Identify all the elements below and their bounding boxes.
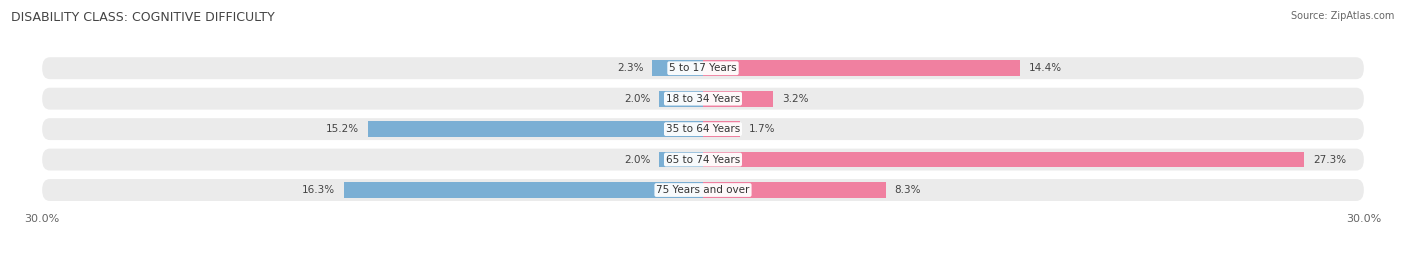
FancyBboxPatch shape [42,179,1364,201]
Text: 5 to 17 Years: 5 to 17 Years [669,63,737,73]
Bar [659,152,703,168]
Text: 14.4%: 14.4% [1029,63,1062,73]
Text: 3.2%: 3.2% [782,94,808,104]
FancyBboxPatch shape [42,88,1364,110]
Bar [703,152,1305,168]
Text: 65 to 74 Years: 65 to 74 Years [666,155,740,165]
Bar [703,91,773,107]
FancyBboxPatch shape [42,57,1364,79]
Text: 8.3%: 8.3% [894,185,921,195]
Bar [703,121,741,137]
Text: 35 to 64 Years: 35 to 64 Years [666,124,740,134]
Text: 18 to 34 Years: 18 to 34 Years [666,94,740,104]
Text: 2.0%: 2.0% [624,94,650,104]
FancyBboxPatch shape [42,148,1364,171]
Bar [344,182,703,198]
Bar [659,91,703,107]
Text: 75 Years and over: 75 Years and over [657,185,749,195]
Bar [368,121,703,137]
Bar [703,60,1021,76]
Bar [652,60,703,76]
Text: 27.3%: 27.3% [1313,155,1347,165]
Text: 1.7%: 1.7% [749,124,776,134]
Text: Source: ZipAtlas.com: Source: ZipAtlas.com [1291,11,1395,21]
Text: 2.3%: 2.3% [617,63,644,73]
Text: 15.2%: 15.2% [326,124,360,134]
Text: 16.3%: 16.3% [302,185,335,195]
Bar [703,182,886,198]
FancyBboxPatch shape [42,118,1364,140]
Text: 2.0%: 2.0% [624,155,650,165]
Text: DISABILITY CLASS: COGNITIVE DIFFICULTY: DISABILITY CLASS: COGNITIVE DIFFICULTY [11,11,276,24]
